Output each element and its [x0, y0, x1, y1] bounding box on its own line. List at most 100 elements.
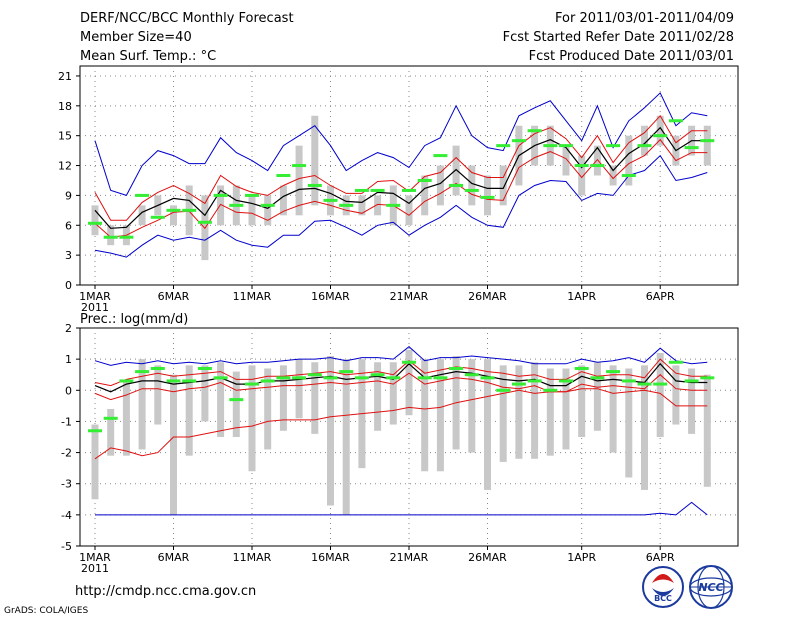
ensemble-box: [138, 205, 146, 226]
ensemble-box: [405, 195, 413, 226]
ensemble-box: [311, 115, 319, 206]
ensemble-box: [688, 368, 696, 434]
ensemble-box: [91, 205, 99, 236]
observed-marker: [700, 139, 715, 143]
y-tick-label: 6: [65, 219, 72, 232]
x-tick-label: 21MAR: [390, 290, 429, 303]
precip-title: Prec.: log(mm/d): [80, 312, 188, 327]
ensemble-box: [499, 365, 507, 462]
observed-marker: [323, 198, 338, 202]
observed-marker: [402, 188, 416, 192]
observed-marker: [684, 379, 699, 383]
x-tick-label: 26MAR: [468, 290, 507, 303]
ensemble-box: [279, 365, 287, 431]
observed-marker: [292, 164, 307, 168]
ensemble-box: [154, 365, 162, 425]
ensemble-box: [578, 365, 586, 437]
observed-marker: [621, 174, 636, 177]
ensemble-box: [609, 365, 617, 453]
ensemble-box: [342, 359, 350, 515]
observed-marker: [182, 208, 197, 212]
ensemble-box: [295, 145, 303, 216]
observed-marker: [527, 129, 542, 133]
min-line: [94, 388, 708, 460]
observed-marker: [402, 360, 416, 364]
observed-marker: [417, 376, 432, 380]
lower-line: [94, 138, 708, 238]
ensemble-box: [452, 145, 460, 196]
ensemble-box: [421, 359, 429, 472]
observed-marker: [135, 370, 150, 374]
observed-marker: [433, 154, 448, 158]
observed-marker: [621, 379, 636, 383]
ensemble-box: [436, 359, 444, 472]
y-tick-label: -3: [61, 478, 72, 491]
y-tick-label: 18: [58, 100, 72, 113]
ensemble-box: [405, 349, 413, 416]
y-tick-label: -5: [61, 540, 72, 553]
ensemble-box: [703, 374, 711, 487]
ensemble-box: [107, 408, 115, 456]
ensemble-box: [295, 359, 303, 419]
observed-marker: [339, 203, 354, 207]
ensemble-box: [656, 115, 664, 146]
ensemble-box: [593, 362, 601, 431]
observed-marker: [197, 366, 212, 370]
observed-marker: [323, 376, 338, 380]
source-url[interactable]: http://cmdp.ncc.cma.gov.cn: [75, 584, 256, 599]
y-tick-label: 2: [65, 322, 72, 335]
x-tick-label: 1MAR: [79, 290, 111, 303]
observed-marker: [213, 193, 228, 197]
ensemble-box: [593, 145, 601, 176]
observed-marker: [229, 203, 244, 207]
observed-marker: [574, 366, 589, 370]
observed-marker: [590, 376, 605, 380]
observed-marker: [150, 366, 165, 370]
observed-marker: [480, 376, 495, 380]
observed-marker: [559, 379, 573, 383]
observed-marker: [370, 373, 385, 377]
ensemble-box: [562, 368, 570, 450]
observed-marker: [543, 144, 558, 148]
observed-marker: [119, 235, 134, 239]
bcc-emblem-bottom: [652, 588, 674, 596]
x-tick-label: 6APR: [646, 551, 675, 564]
observed-marker: [245, 193, 259, 197]
ensemble-box: [499, 165, 507, 206]
ensemble-box: [515, 365, 523, 459]
x-tick-label: 11MAR: [233, 290, 272, 303]
ensemble-box: [374, 362, 382, 431]
observed-marker: [637, 144, 652, 148]
observed-marker: [464, 188, 479, 192]
observed-marker: [370, 188, 385, 192]
ensemble-box: [264, 195, 272, 226]
observed-marker: [292, 376, 307, 380]
observed-marker: [88, 429, 102, 433]
ensemble-box: [546, 368, 554, 456]
bcc-logo: BCC: [642, 566, 684, 608]
min-line: [94, 154, 708, 258]
ensemble-box: [641, 125, 648, 156]
observed-marker: [135, 193, 150, 197]
y-tick-label: 1: [65, 353, 72, 366]
y-tick-label: 12: [58, 160, 72, 173]
y-tick-label: 9: [65, 189, 72, 202]
observed-marker: [260, 379, 275, 383]
observed-marker: [684, 146, 699, 150]
period-label: For 2011/03/01-2011/04/09: [555, 11, 734, 26]
observed-marker: [496, 388, 511, 392]
max-line: [94, 92, 708, 197]
observed-marker: [166, 208, 181, 212]
x-tick-label: 1APR: [567, 290, 596, 303]
x-tick-label: 6MAR: [158, 551, 190, 564]
y-tick-label: -4: [61, 509, 72, 522]
x-tick-label: 16MAR: [311, 551, 350, 564]
ncc-logo-text: NCC: [698, 581, 723, 594]
observed-marker: [88, 221, 102, 225]
variable-label: Mean Surf. Temp.: °C: [80, 49, 216, 64]
ensemble-box: [468, 359, 476, 453]
observed-marker: [496, 144, 511, 148]
upper-line: [94, 358, 708, 387]
ensemble-box: [248, 365, 256, 472]
observed-marker: [119, 379, 134, 383]
